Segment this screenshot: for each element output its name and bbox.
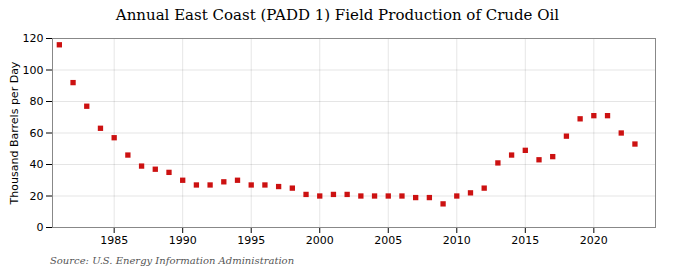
svg-text:40: 40 xyxy=(30,158,44,171)
svg-text:2000: 2000 xyxy=(306,234,334,247)
svg-text:100: 100 xyxy=(23,64,44,77)
html-text:Source: U.S. Energy Informatio: Source: U.S. Energy Information Administ… xyxy=(50,255,295,266)
svg-text:1995: 1995 xyxy=(237,234,265,247)
svg-text:1990: 1990 xyxy=(169,234,197,247)
svg-text:80: 80 xyxy=(30,95,44,108)
html-text:Annual East Coast (PADD 1) Fie: Annual East Coast (PADD 1) Field Product… xyxy=(115,6,560,24)
svg-text:Thousand Barrels per Day: Thousand Barrels per Day xyxy=(8,61,21,205)
svg-text:120: 120 xyxy=(23,32,44,45)
svg-text:2020: 2020 xyxy=(580,234,608,247)
svg-text:2010: 2010 xyxy=(443,234,471,247)
svg-text:2015: 2015 xyxy=(511,234,539,247)
svg-text:2005: 2005 xyxy=(374,234,402,247)
svg-text:1985: 1985 xyxy=(100,234,128,247)
svg-text:20: 20 xyxy=(30,190,44,203)
svg-text:60: 60 xyxy=(30,127,44,140)
svg-text:0: 0 xyxy=(37,221,44,234)
